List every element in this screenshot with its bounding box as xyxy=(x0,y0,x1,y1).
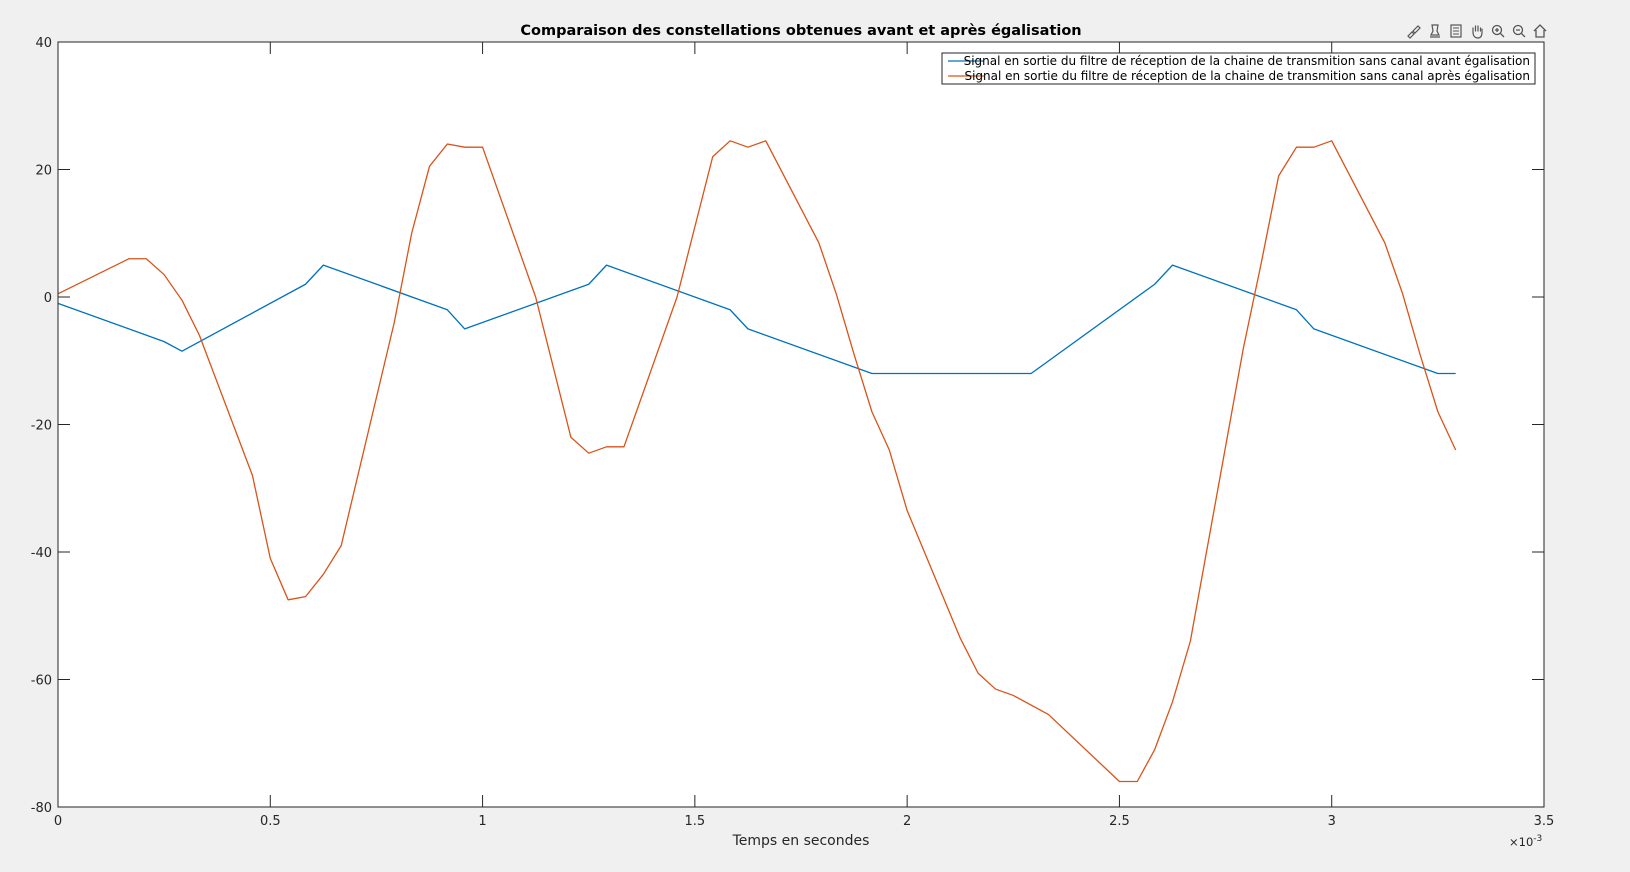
x-tick-label: 2.5 xyxy=(1109,814,1130,829)
axes-frame xyxy=(57,41,1545,808)
legend-box xyxy=(941,52,1536,85)
series-line-before-equalization xyxy=(57,264,1456,375)
axes-background xyxy=(58,42,1544,807)
legend-entry-after: Signal en sortie du filtre de réception … xyxy=(964,69,1530,83)
x-tick-label: 3 xyxy=(1328,814,1336,829)
y-tick-label: 40 xyxy=(35,36,52,51)
legend[interactable]: Signal en sortie du filtre de réception … xyxy=(941,52,1536,85)
x-axis-exponent-power: -3 xyxy=(1533,834,1542,844)
series-lines xyxy=(57,140,1457,783)
pan-icon[interactable] xyxy=(1467,20,1487,42)
x-tick-label: 1 xyxy=(478,814,486,829)
legend-toggle-icon[interactable] xyxy=(1446,20,1466,42)
x-tick-label: 1.5 xyxy=(685,814,706,829)
data-tips-icon[interactable] xyxy=(1425,20,1445,42)
y-tick-label: -80 xyxy=(31,801,52,816)
y-tick-label: -60 xyxy=(31,674,52,689)
x-axis-exponent: ×10-3 xyxy=(1509,834,1542,849)
zoom-in-icon[interactable] xyxy=(1488,20,1508,42)
x-tick-label: 3.5 xyxy=(1534,814,1555,829)
x-tick-label: 2 xyxy=(903,814,911,829)
legend-entry-before: Signal en sortie du filtre de réception … xyxy=(964,54,1530,68)
x-tick-label: 0 xyxy=(54,814,62,829)
x-axis-label: Temps en secondes xyxy=(732,833,870,849)
y-tick-label: -40 xyxy=(31,546,52,561)
home-icon[interactable] xyxy=(1530,20,1550,42)
figure-toolbar xyxy=(1404,20,1550,42)
brush-icon[interactable] xyxy=(1404,20,1424,42)
x-axis-exponent-base: ×10 xyxy=(1509,835,1533,849)
axis-tick-labels: 0 0.5 1 1.5 2 2.5 3 3.5 -80 -60 -40 -20 0 20 40 xyxy=(31,36,1555,829)
y-tick-label: 20 xyxy=(35,164,52,179)
series-line-after-equalization xyxy=(57,140,1457,783)
y-tick-label: 0 xyxy=(44,291,52,306)
x-tick-label: 0.5 xyxy=(260,814,281,829)
axis-ticks xyxy=(57,41,1545,808)
zoom-out-icon[interactable] xyxy=(1509,20,1529,42)
y-tick-label: -20 xyxy=(31,419,52,434)
chart-title: Comparaison des constellations obtenues … xyxy=(520,23,1081,39)
